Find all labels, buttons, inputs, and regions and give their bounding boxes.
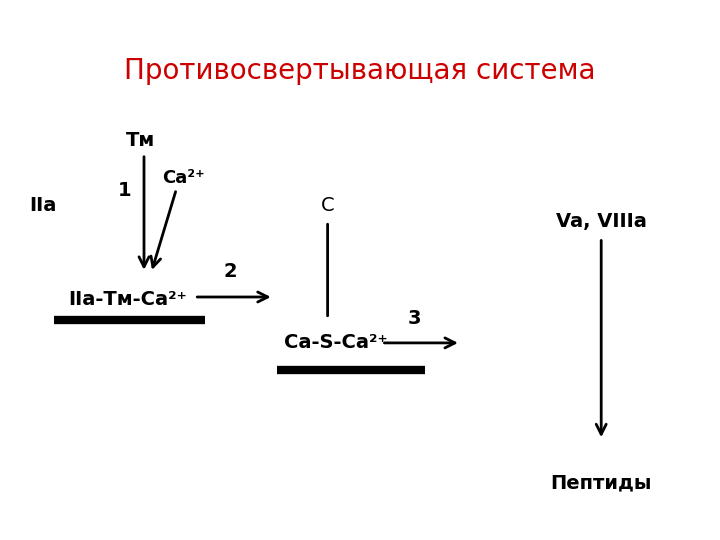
Text: Тм: Тм bbox=[126, 131, 156, 150]
Text: Противосвертывающая система: Противосвертывающая система bbox=[125, 57, 595, 85]
Text: 3: 3 bbox=[408, 309, 420, 328]
Text: 1: 1 bbox=[117, 180, 131, 200]
Text: Пептиды: Пептиды bbox=[551, 474, 652, 493]
Text: Ca²⁺: Ca²⁺ bbox=[162, 169, 204, 187]
Text: С: С bbox=[321, 195, 334, 215]
Text: Ca-S-Ca²⁺: Ca-S-Ca²⁺ bbox=[284, 333, 388, 353]
Text: IIa-Тм-Ca²⁺: IIa-Тм-Ca²⁺ bbox=[68, 290, 187, 309]
Text: IIa: IIa bbox=[29, 195, 56, 215]
Text: Va, VIIIa: Va, VIIIa bbox=[556, 212, 647, 231]
Text: 2: 2 bbox=[224, 262, 237, 281]
